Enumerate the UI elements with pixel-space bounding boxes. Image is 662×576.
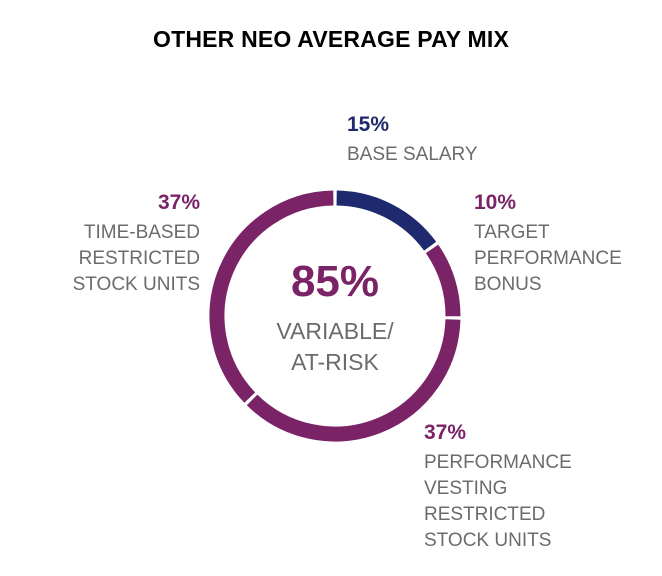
slice-label-line: PERFORMANCE (424, 452, 572, 473)
slice-label-time-based-rsu: 37% TIME-BASED RESTRICTED STOCK UNITS (40, 190, 200, 298)
slice-label-line: PERFORMANCE (474, 248, 622, 269)
slice-label-line: TARGET (474, 222, 550, 243)
donut-slice-performance-vesting-rsu (246, 319, 461, 442)
donut-slice-base-salary (336, 190, 437, 251)
slice-label-line: STOCK UNITS (424, 530, 552, 551)
center-label-line: AT-RISK (291, 349, 379, 375)
slice-label-target-performance-bonus: 10% TARGET PERFORMANCE BONUS (474, 190, 622, 298)
slice-label-line: TIME-BASED (83, 222, 200, 243)
center-label-line: VARIABLE/ (276, 318, 394, 344)
slice-value: 37% (157, 191, 200, 214)
donut-slice-time-based-rsu (209, 190, 334, 403)
slice-label-base-salary: 15% BASE SALARY (347, 112, 478, 168)
center-label: VARIABLE/ AT-RISK (220, 316, 450, 378)
slice-label-line: BONUS (474, 274, 542, 295)
slice-label-line: RESTRICTED (424, 504, 546, 525)
slice-label-line: STOCK UNITS (72, 274, 200, 295)
slice-label-performance-vesting-rsu: 37% PERFORMANCE VESTING RESTRICTED STOCK… (424, 420, 572, 554)
slice-value: 10% (474, 191, 517, 214)
slice-value: 15% (347, 113, 390, 136)
slice-label-line: VESTING (424, 478, 508, 499)
slice-label-line: BASE SALARY (347, 144, 478, 165)
slice-label-line: RESTRICTED (78, 248, 200, 269)
chart-title: OTHER NEO AVERAGE PAY MIX (152, 26, 510, 52)
slice-value: 37% (424, 421, 467, 444)
center-value: 85% (290, 257, 380, 306)
donut-slice-target-performance-bonus (425, 244, 461, 317)
